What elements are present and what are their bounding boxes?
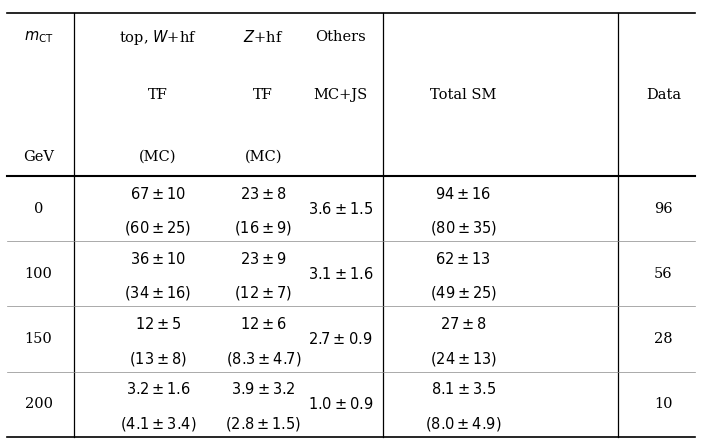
Text: $3.2 \pm 1.6$: $3.2 \pm 1.6$: [126, 381, 190, 397]
Text: $2.7 \pm 0.9$: $2.7 \pm 0.9$: [308, 331, 373, 347]
Text: 56: 56: [654, 267, 673, 281]
Text: $(4.1 \pm 3.4)$: $(4.1 \pm 3.4)$: [119, 415, 197, 433]
Text: TF: TF: [253, 88, 273, 102]
Text: Data: Data: [646, 88, 681, 102]
Text: $1.0 \pm 0.9$: $1.0 \pm 0.9$: [307, 396, 373, 412]
Text: $m_{\mathrm{CT}}$: $m_{\mathrm{CT}}$: [24, 30, 53, 45]
Text: $23 \pm 8$: $23 \pm 8$: [240, 186, 286, 202]
Text: $12 \pm 6$: $12 \pm 6$: [240, 316, 286, 332]
Text: $(16 \pm 9)$: $(16 \pm 9)$: [234, 220, 292, 237]
Text: $62 \pm 13$: $62 \pm 13$: [435, 251, 491, 267]
Text: $8.1 \pm 3.5$: $8.1 \pm 3.5$: [431, 381, 496, 397]
Text: $94 \pm 16$: $94 \pm 16$: [435, 186, 491, 202]
Text: $(80 \pm 35)$: $(80 \pm 35)$: [430, 220, 497, 237]
Text: 100: 100: [25, 267, 53, 281]
Text: $67 \pm 10$: $67 \pm 10$: [130, 186, 186, 202]
Text: $(13 \pm 8)$: $(13 \pm 8)$: [129, 350, 187, 367]
Text: $Z$+hf: $Z$+hf: [243, 30, 284, 45]
Text: MC+JS: MC+JS: [313, 88, 368, 102]
Text: $3.6 \pm 1.5$: $3.6 \pm 1.5$: [308, 201, 373, 217]
Text: $3.9 \pm 3.2$: $3.9 \pm 3.2$: [231, 381, 296, 397]
Text: $36 \pm 10$: $36 \pm 10$: [130, 251, 186, 267]
Text: $12 \pm 5$: $12 \pm 5$: [135, 316, 181, 332]
Text: $(8.3 \pm 4.7)$: $(8.3 \pm 4.7)$: [225, 350, 301, 367]
Text: $(34 \pm 16)$: $(34 \pm 16)$: [124, 284, 192, 303]
Text: $27 \pm 8$: $27 \pm 8$: [440, 316, 486, 332]
Text: $(24 \pm 13)$: $(24 \pm 13)$: [430, 350, 497, 367]
Text: $(60 \pm 25)$: $(60 \pm 25)$: [124, 220, 192, 237]
Text: Total SM: Total SM: [430, 88, 496, 102]
Text: $23 \pm 9$: $23 \pm 9$: [240, 251, 286, 267]
Text: $(12 \pm 7)$: $(12 \pm 7)$: [234, 284, 292, 303]
Text: 10: 10: [654, 397, 673, 411]
Text: 28: 28: [654, 332, 673, 346]
Text: (MC): (MC): [244, 149, 282, 164]
Text: top, $W$+hf: top, $W$+hf: [119, 28, 197, 47]
Text: 200: 200: [25, 397, 53, 411]
Text: GeV: GeV: [23, 149, 54, 164]
Text: 96: 96: [654, 202, 673, 216]
Text: (MC): (MC): [139, 149, 177, 164]
Text: $(8.0 \pm 4.9)$: $(8.0 \pm 4.9)$: [425, 415, 502, 433]
Text: 0: 0: [34, 202, 44, 216]
Text: Others: Others: [315, 30, 366, 45]
Text: $(49 \pm 25)$: $(49 \pm 25)$: [430, 284, 497, 303]
Text: $(2.8 \pm 1.5)$: $(2.8 \pm 1.5)$: [225, 415, 301, 433]
Text: TF: TF: [148, 88, 168, 102]
Text: 150: 150: [25, 332, 53, 346]
Text: $3.1 \pm 1.6$: $3.1 \pm 1.6$: [307, 266, 373, 282]
